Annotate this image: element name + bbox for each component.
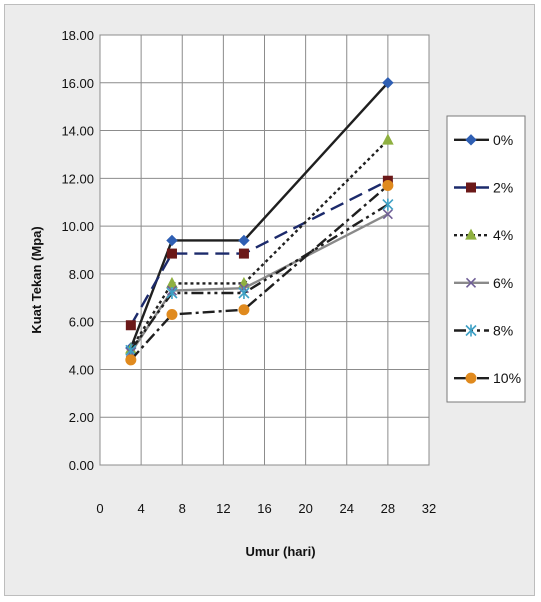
data-point [166,234,178,247]
y-tick-label: 12.00 [61,171,94,186]
legend-label: 10% [493,370,521,386]
series-line [129,81,389,349]
grid-lines [99,34,430,466]
x-tick-label: 8 [179,501,186,516]
data-point [382,77,394,89]
y-tick-label: 6.00 [69,315,94,330]
y-tick-label: 14.00 [61,124,94,139]
legend-items: 0% 2% 4% 6% 8% 10% [454,132,521,386]
data-point [382,180,394,191]
legend-label: 2% [493,180,513,196]
x-tick-label: 12 [216,501,230,516]
y-tick-label: 10.00 [61,219,94,234]
x-tick-label: 16 [257,501,271,516]
legend-marker [465,134,477,146]
data-point [382,133,394,145]
y-tick-label: 2.00 [69,410,94,425]
legend-item: 2% [454,180,513,196]
legend-label: 8% [493,323,513,339]
data-point [238,304,250,316]
y-tick-label: 8.00 [69,267,94,282]
x-tick-label: 20 [298,501,312,516]
data-point [382,198,394,211]
legend-item: 0% [454,132,513,148]
legend-item: 10% [454,370,521,386]
y-tick-label: 4.00 [69,362,94,377]
series-10pct [125,180,394,366]
chart-frame: 0 4 8 12 16 20 24 28 32 0.00 2.00 4.00 6.00 8.00 10.0… [4,4,535,596]
legend-marker [465,228,477,240]
series-line [129,203,389,352]
legend-item: 4% [454,227,513,243]
y-tick-label: 18.00 [61,28,94,43]
series-lines [125,77,394,366]
x-tick-label: 32 [422,501,436,516]
legend-box [446,115,526,403]
series-8pct [125,198,394,357]
data-point [238,234,250,247]
data-point [166,287,178,299]
y-tick-label: 0.00 [69,458,94,473]
x-tick-label: 0 [96,501,103,516]
y-tick-label: 16.00 [61,76,94,91]
data-point [166,248,177,259]
data-point [382,209,393,220]
data-point [166,309,178,320]
data-point [238,248,249,259]
data-point [125,320,136,331]
series-line [129,179,389,326]
line-chart: 0 4 8 12 16 20 24 28 32 0.00 2.00 4.00 6.00 8.00 10.0… [29,28,526,559]
series-line [129,139,389,350]
data-point [238,287,250,299]
legend-item: 6% [454,275,513,291]
data-point [125,354,137,366]
legend-item: 8% [454,323,513,339]
x-axis-title: Umur (hari) [245,544,315,559]
legend-marker [465,277,477,288]
legend: 0% 2% 4% 6% 8% 10% [446,115,526,403]
legend-marker [465,372,477,384]
y-axis-ticks: 0.00 2.00 4.00 6.00 8.00 10.00 12.00 14.00 16.00… [61,28,94,473]
y-axis-title: Kuat Tekan (Mpa) [29,226,44,333]
legend-label: 6% [493,275,513,291]
x-axis-ticks: 0 4 8 12 16 20 24 28 32 [96,501,436,516]
legend-marker [465,324,477,337]
data-point [125,344,137,357]
x-tick-label: 28 [381,501,395,516]
x-tick-label: 24 [340,501,354,516]
legend-marker [466,182,476,193]
legend-label: 4% [493,227,513,243]
series-line [129,184,389,361]
legend-label: 0% [493,132,513,148]
x-tick-label: 4 [138,501,145,516]
